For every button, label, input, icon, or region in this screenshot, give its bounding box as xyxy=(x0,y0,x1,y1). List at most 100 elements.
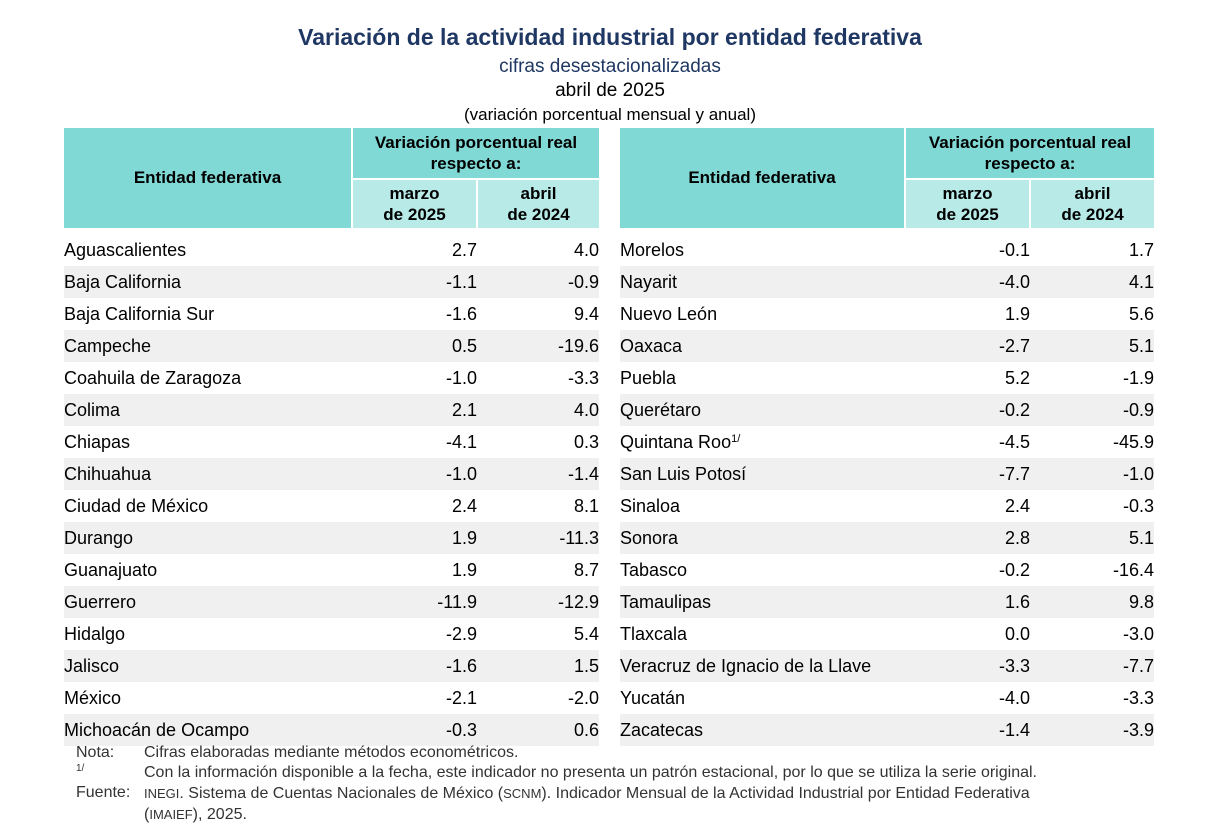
table-row: Nuevo León 1.9 5.6 xyxy=(620,298,1154,330)
entity-name: Hidalgo xyxy=(64,623,126,644)
source-text: INEGI. Sistema de Cuentas Nacionales de … xyxy=(144,785,1030,823)
note-line: Nota: Cifras elaboradas mediante métodos… xyxy=(76,743,1206,763)
march-value: 0.0 xyxy=(1004,623,1030,644)
march-value: -1.6 xyxy=(352,650,477,682)
entity-name: Sonora xyxy=(620,522,905,554)
footnote-marker: 1/ xyxy=(76,763,85,774)
april-value: 5.1 xyxy=(1030,330,1155,362)
march-value: 1.9 xyxy=(1004,303,1030,324)
table-row: Aguascalientes 2.7 4.0 xyxy=(64,234,599,266)
april-value: -3.3 xyxy=(567,367,600,388)
march-value: 0.5 xyxy=(352,330,477,362)
table-row: Veracruz de Ignacio de la Llave -3.3 -7.7 xyxy=(620,650,1155,682)
header-april-2024: abril de 2024 xyxy=(1028,178,1155,228)
table-row: Morelos -0.1 1.7 xyxy=(620,234,1154,266)
april-value: 4.1 xyxy=(1030,266,1155,298)
april-value: -0.3 xyxy=(1122,495,1155,516)
entity-name: Guerrero xyxy=(64,586,352,618)
april-value: -16.4 xyxy=(1112,559,1155,580)
table-row: Tamaulipas 1.6 9.8 xyxy=(620,586,1155,618)
header-variation-group: Variación porcentual real respecto a: xyxy=(350,128,600,179)
entity-name: Durango xyxy=(64,522,352,554)
table-row: Nayarit -4.0 4.1 xyxy=(620,266,1155,298)
entity-name: Chihuahua xyxy=(64,458,352,490)
march-value: -1.4 xyxy=(905,714,1030,746)
entity-name: Veracruz de Ignacio de la Llave xyxy=(620,650,905,682)
entity-name: Querétaro xyxy=(620,394,905,426)
table-row: Sinaloa 2.4 -0.3 xyxy=(620,490,1154,522)
entity-name: Yucatán xyxy=(620,687,686,708)
footnote-line: 1/ Con la información disponible a la fe… xyxy=(76,763,1206,783)
march-value: 2.7 xyxy=(451,239,477,260)
table-row: Yucatán -4.0 -3.3 xyxy=(620,682,1154,714)
footnotes: Nota: Cifras elaboradas mediante métodos… xyxy=(76,743,1206,825)
table-row: Campeche 0.5 -19.6 xyxy=(64,330,600,362)
april-value: 9.4 xyxy=(573,303,600,324)
entity-name: Tamaulipas xyxy=(620,586,905,618)
table-row: Zacatecas -1.4 -3.9 xyxy=(620,714,1155,746)
table-row: Jalisco -1.6 1.5 xyxy=(64,650,600,682)
header-variation-group: Variación porcentual real respecto a: xyxy=(903,128,1155,179)
march-value: 5.2 xyxy=(1004,367,1030,388)
table-row: Guanajuato 1.9 8.7 xyxy=(64,554,599,586)
entity-name: México xyxy=(64,687,122,708)
april-value: 8.1 xyxy=(573,495,600,516)
table-row: Baja California -1.1 -0.9 xyxy=(64,266,600,298)
april-value: 4.0 xyxy=(573,239,600,260)
header-march-2025: marzo de 2025 xyxy=(351,178,477,228)
table-row: Guerrero -11.9 -12.9 xyxy=(64,586,600,618)
entity-name: Colima xyxy=(64,394,352,426)
table-row: Tlaxcala 0.0 -3.0 xyxy=(620,618,1154,650)
table-row: Chiapas -4.1 0.3 xyxy=(64,426,599,458)
table-row: Michoacán de Ocampo -0.3 0.6 xyxy=(64,714,600,746)
april-value: -2.0 xyxy=(567,687,600,708)
entity-name: San Luis Potosí xyxy=(620,458,905,490)
march-value: -0.2 xyxy=(905,394,1030,426)
header-entity: Entidad federativa xyxy=(620,128,905,228)
table-row: Tabasco -0.2 -16.4 xyxy=(620,554,1154,586)
table-row: San Luis Potosí -7.7 -1.0 xyxy=(620,458,1155,490)
april-value: -0.9 xyxy=(1030,394,1155,426)
header-april-2024: abril de 2024 xyxy=(475,178,600,228)
report-units: (variación porcentual mensual y anual) xyxy=(464,105,756,124)
entity-name: Zacatecas xyxy=(620,714,905,746)
march-value: -7.7 xyxy=(905,458,1030,490)
april-value: -11.3 xyxy=(477,522,600,554)
entity-name: Ciudad de México xyxy=(64,495,209,516)
april-value: -1.0 xyxy=(1030,458,1155,490)
header-march-2025: marzo de 2025 xyxy=(904,178,1030,228)
entity-name: Coahuila de Zaragoza xyxy=(64,367,242,388)
left-table: Entidad federativa Variación porcentual … xyxy=(64,128,600,746)
april-value: -0.9 xyxy=(477,266,600,298)
entity-name: Aguascalientes xyxy=(64,239,187,260)
march-value: 1.6 xyxy=(905,586,1030,618)
april-value: 1.7 xyxy=(1128,239,1155,260)
march-value: 1.9 xyxy=(451,559,477,580)
entity-name: Guanajuato xyxy=(64,559,158,580)
table-row: Baja California Sur -1.6 9.4 xyxy=(64,298,599,330)
report-title: Variación de la actividad industrial por… xyxy=(298,24,922,50)
table-row: Puebla 5.2 -1.9 xyxy=(620,362,1154,394)
entity-name: Puebla xyxy=(620,367,677,388)
april-value: 4.0 xyxy=(477,394,600,426)
march-value: -11.9 xyxy=(352,586,477,618)
march-value: -4.0 xyxy=(998,687,1030,708)
march-value: -0.2 xyxy=(998,559,1030,580)
source-label: Fuente: xyxy=(76,784,131,801)
entity-name: Quintana Roo1/ xyxy=(620,431,741,452)
header-entity: Entidad federativa xyxy=(64,128,352,228)
april-value: -3.3 xyxy=(1122,687,1155,708)
april-value: 0.3 xyxy=(573,431,600,452)
april-value: 8.7 xyxy=(573,559,600,580)
march-value: -3.3 xyxy=(905,650,1030,682)
entity-name: Michoacán de Ocampo xyxy=(64,714,352,746)
march-value: -1.0 xyxy=(445,367,477,388)
april-value: -1.4 xyxy=(477,458,600,490)
april-value: -45.9 xyxy=(1112,431,1155,452)
april-value: -12.9 xyxy=(477,586,600,618)
table-row: Durango 1.9 -11.3 xyxy=(64,522,600,554)
entity-name: Campeche xyxy=(64,330,352,362)
march-value: -2.9 xyxy=(445,623,477,644)
march-value: -4.5 xyxy=(998,431,1030,452)
table-row: Chihuahua -1.0 -1.4 xyxy=(64,458,600,490)
